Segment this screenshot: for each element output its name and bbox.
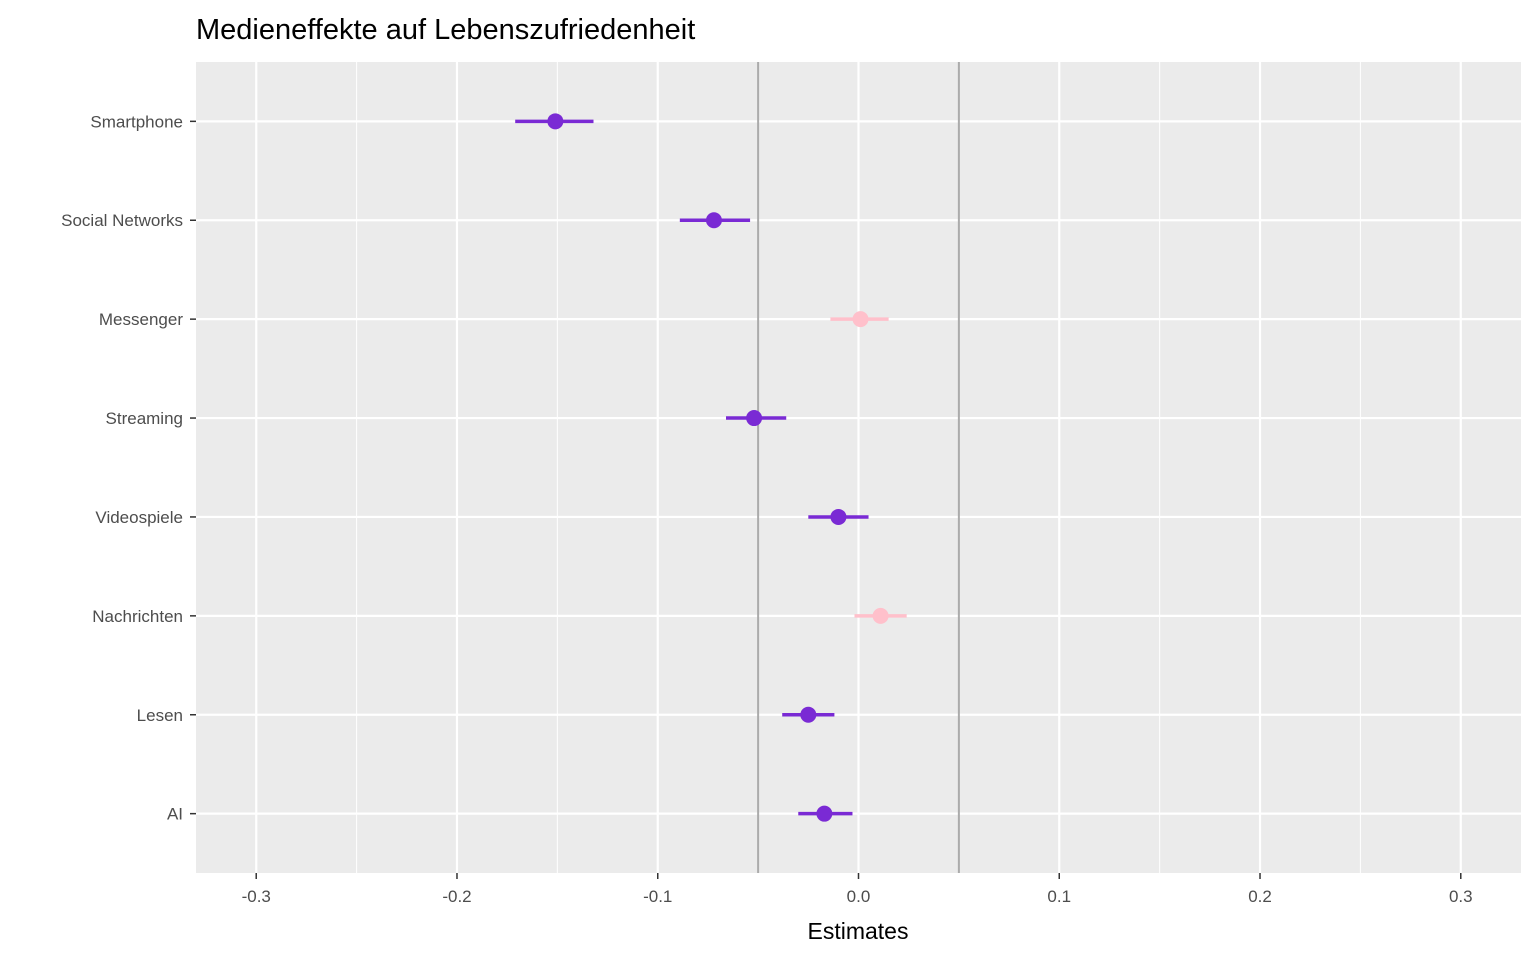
point-social-networks	[705, 212, 722, 229]
point-ai	[816, 805, 833, 822]
point-smartphone	[547, 113, 564, 130]
y-tick-label: Lesen	[137, 706, 183, 725]
point-streaming	[746, 410, 763, 427]
y-axis: Smartphone Social Networks Messenger Stream…	[61, 112, 196, 824]
data-marks	[515, 113, 907, 822]
y-tick-label: Smartphone	[90, 112, 183, 131]
y-tick-label: Social Networks	[61, 211, 183, 230]
y-tick-label: AI	[167, 805, 183, 824]
chart-title: Medieneffekte auf Lebenszufriedenheit	[196, 14, 695, 46]
y-tick-label: Videospiele	[95, 508, 183, 527]
x-tick-label: -0.3	[242, 887, 271, 906]
point-lesen	[800, 706, 817, 723]
x-tick-label: 0.0	[847, 887, 871, 906]
x-tick-label: 0.3	[1449, 887, 1473, 906]
x-tick-label: -0.2	[442, 887, 471, 906]
x-axis-label: Estimates	[808, 918, 909, 944]
point-videospiele	[830, 508, 847, 525]
y-tick-label: Nachrichten	[92, 607, 183, 626]
point-messenger	[852, 311, 869, 328]
x-axis: -0.3 -0.2 -0.1 0.0 0.1 0.2 0.3	[242, 873, 1473, 906]
x-tick-label: -0.1	[643, 887, 672, 906]
x-tick-label: 0.2	[1248, 887, 1272, 906]
reference-lines	[757, 62, 960, 873]
x-tick-label: 0.1	[1047, 887, 1071, 906]
point-nachrichten	[872, 607, 889, 624]
y-tick-label: Messenger	[99, 310, 183, 329]
y-tick-label: Streaming	[106, 409, 183, 428]
